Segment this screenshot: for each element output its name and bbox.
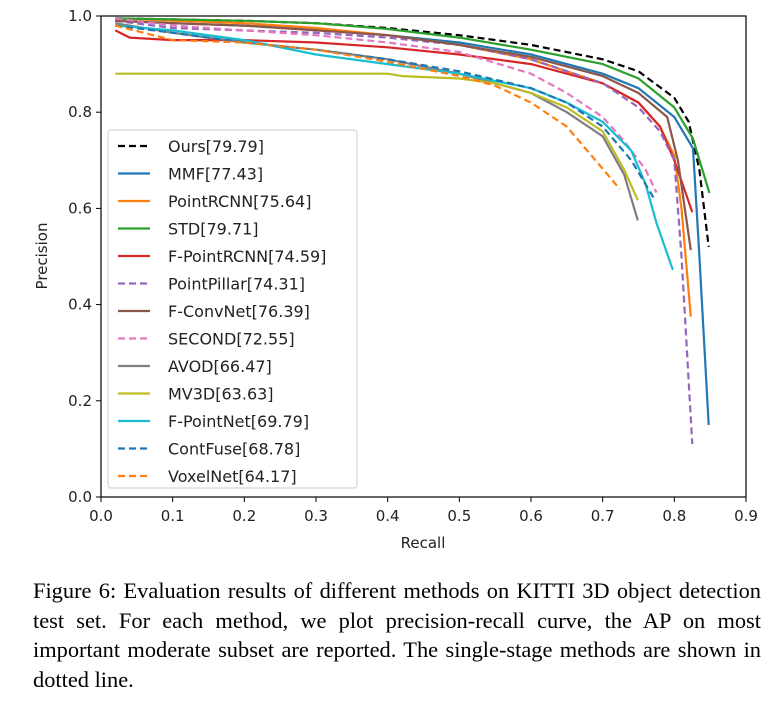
legend-label: PointRCNN[75.64] — [168, 192, 311, 211]
x-axis-label: Recall — [401, 534, 446, 552]
x-tick-label: 0.4 — [376, 507, 400, 525]
legend-label: MMF[77.43] — [168, 165, 263, 184]
x-tick-label: 0.1 — [161, 507, 185, 525]
series-line-std — [115, 17, 711, 194]
legend-label: F-PointRCNN[74.59] — [168, 247, 326, 266]
x-tick-label: 0.9 — [734, 507, 758, 525]
y-axis-label: Precision — [33, 223, 51, 290]
series-line-contfuse — [115, 24, 656, 201]
legend-label: AVOD[66.47] — [168, 357, 272, 376]
legend-label: PointPillar[74.31] — [168, 275, 305, 294]
legend-label: STD[79.71] — [168, 220, 259, 239]
x-tick-label: 0.0 — [89, 507, 113, 525]
x-tick-label: 0.8 — [662, 507, 686, 525]
legend-label: Ours[79.79] — [168, 137, 264, 156]
series-line-mv3d — [115, 72, 639, 201]
legend-label: F-ConvNet[76.39] — [168, 302, 310, 321]
legend-box — [107, 129, 358, 489]
series-line-pointpillar — [115, 19, 694, 445]
y-tick-label: 1.0 — [68, 7, 92, 25]
x-tick-label: 0.3 — [304, 507, 328, 525]
x-tick-label: 0.2 — [232, 507, 256, 525]
legend-label: F-PointNet[69.79] — [168, 412, 309, 431]
plot-frame — [100, 15, 747, 498]
series-line-f-convnet — [115, 19, 692, 251]
y-tick-label: 0.6 — [68, 199, 92, 217]
curves — [114, 17, 711, 445]
legend-label: SECOND[72.55] — [168, 330, 295, 349]
legend-label: MV3D[63.63] — [168, 385, 274, 404]
x-tick-label: 0.5 — [447, 507, 471, 525]
series-line-ours — [115, 17, 710, 248]
legend: Ours[79.79] MMF[77.43] PointRCNN[75.64] STD… — [107, 129, 358, 489]
y-tick-label: 0.2 — [68, 392, 92, 410]
y-tick-label: 0.8 — [68, 103, 92, 121]
legend-label: ContFuse[68.78] — [168, 440, 300, 459]
figure-caption: Figure 6: Evaluation results of differen… — [33, 578, 761, 692]
y-tick-label: 0.4 — [68, 296, 92, 314]
pr-curve-chart: 0.0 0.1 0.2 0.3 0.4 0.5 0.6 0.7 0.8 0.9 0.0 0.2 0.4… — [33, 7, 758, 552]
x-tick-label: 0.7 — [591, 507, 615, 525]
legend-label: VoxelNet[64.17] — [168, 467, 297, 486]
y-axis: 0.0 0.2 0.4 0.6 0.8 1.0 — [68, 7, 101, 506]
x-axis: 0.0 0.1 0.2 0.3 0.4 0.5 0.6 0.7 0.8 0.9 — [89, 497, 758, 525]
y-tick-label: 0.0 — [68, 488, 92, 506]
x-tick-label: 0.6 — [519, 507, 543, 525]
